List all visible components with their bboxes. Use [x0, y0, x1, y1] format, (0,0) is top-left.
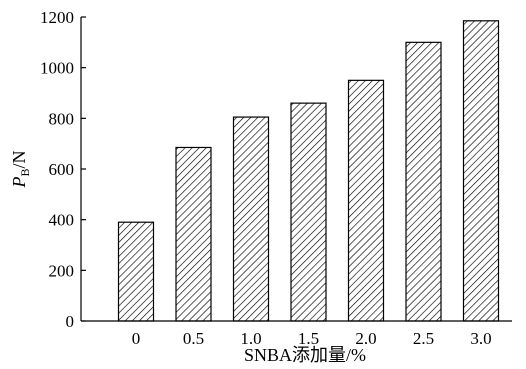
y-axis-title-unit: /N: [9, 150, 29, 168]
y-axis-title-main: P: [9, 177, 29, 189]
bar-1.5: [290, 102, 327, 322]
bar-2.0: [347, 79, 385, 322]
y-tick-label: 400: [49, 211, 75, 230]
x-tick-label: 1.5: [298, 329, 319, 348]
y-axis-title: PB/N: [9, 150, 32, 188]
y-tick-label: 1200: [40, 8, 74, 27]
y-tick-label: 1000: [40, 59, 74, 78]
y-tick-label: 0: [66, 312, 75, 331]
bar-0: [117, 221, 155, 322]
y-ticks-group: 0 200 400 600 800 1000 1200: [40, 8, 86, 331]
bars-group: [117, 20, 500, 322]
x-tick-label: 1.0: [240, 329, 261, 348]
x-tick-label: 2.5: [413, 329, 434, 348]
y-axis-title-subscript: B: [18, 168, 32, 176]
bar-2.5: [405, 41, 442, 322]
bar-1.0: [232, 116, 270, 322]
x-tick-label: 2.0: [355, 329, 376, 348]
x-tick-label: 0: [132, 329, 141, 348]
x-ticks-group: 0 0.5 1.0 1.5 2.0 2.5 3.0: [132, 329, 492, 348]
y-tick-label: 200: [49, 261, 75, 280]
x-axis-title: SNBA添加量/%: [244, 345, 366, 365]
x-tick-label: 0.5: [183, 329, 204, 348]
y-tick-label: 800: [49, 109, 75, 128]
y-tick-label: 600: [49, 160, 75, 179]
bar-3.0: [462, 20, 500, 322]
bar-0.5: [175, 146, 212, 322]
x-tick-label: 3.0: [470, 329, 491, 348]
